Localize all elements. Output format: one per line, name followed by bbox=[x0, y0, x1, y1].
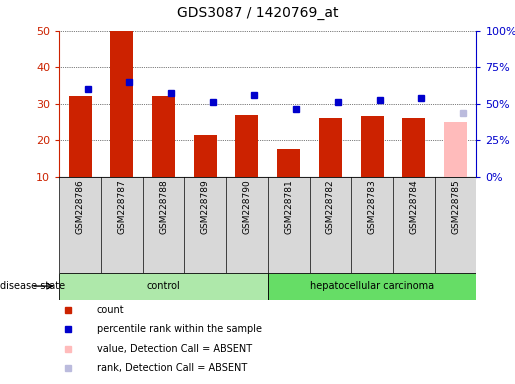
Text: count: count bbox=[97, 305, 125, 314]
Text: GSM228781: GSM228781 bbox=[284, 180, 293, 234]
Text: GSM228790: GSM228790 bbox=[243, 180, 251, 234]
Bar bbox=[235, 114, 259, 177]
Bar bbox=[59, 273, 268, 300]
Bar bbox=[444, 122, 467, 177]
Text: GSM228782: GSM228782 bbox=[326, 180, 335, 234]
Text: hepatocellular carcinoma: hepatocellular carcinoma bbox=[310, 281, 434, 291]
Text: GSM228785: GSM228785 bbox=[451, 180, 460, 234]
Text: GSM228788: GSM228788 bbox=[159, 180, 168, 234]
Text: GSM228786: GSM228786 bbox=[76, 180, 84, 234]
Text: GDS3087 / 1420769_at: GDS3087 / 1420769_at bbox=[177, 6, 338, 20]
Bar bbox=[194, 135, 217, 177]
Text: percentile rank within the sample: percentile rank within the sample bbox=[97, 324, 262, 334]
Text: GSM228787: GSM228787 bbox=[117, 180, 126, 234]
Bar bbox=[68, 96, 92, 177]
Bar bbox=[319, 118, 342, 177]
Text: rank, Detection Call = ABSENT: rank, Detection Call = ABSENT bbox=[97, 363, 247, 373]
Text: control: control bbox=[147, 281, 180, 291]
Text: GSM228789: GSM228789 bbox=[201, 180, 210, 234]
Bar bbox=[268, 273, 476, 300]
Bar bbox=[402, 118, 425, 177]
Bar bbox=[110, 31, 133, 177]
Text: disease state: disease state bbox=[0, 281, 65, 291]
Text: GSM228784: GSM228784 bbox=[409, 180, 418, 234]
Text: value, Detection Call = ABSENT: value, Detection Call = ABSENT bbox=[97, 344, 252, 354]
Bar bbox=[277, 149, 300, 177]
Bar bbox=[152, 96, 175, 177]
Text: GSM228783: GSM228783 bbox=[368, 180, 376, 234]
Bar bbox=[360, 116, 384, 177]
